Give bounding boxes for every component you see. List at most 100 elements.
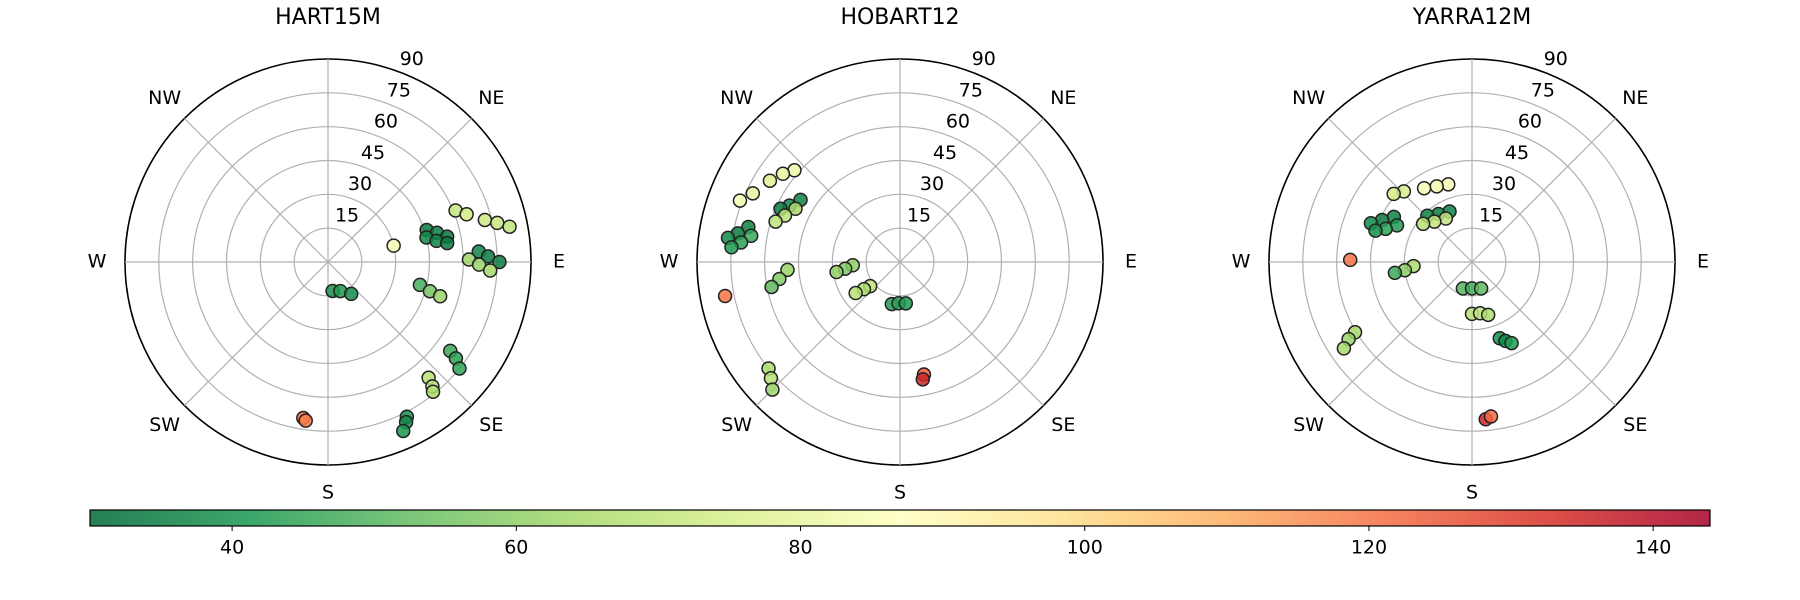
r-tick-label: 30 bbox=[920, 173, 944, 195]
colorbar-tick-label: 80 bbox=[788, 537, 812, 559]
r-tick-label: 60 bbox=[1518, 111, 1542, 133]
subplot-title: HOBART12 bbox=[840, 5, 959, 30]
theta-tick-label: SW bbox=[721, 414, 752, 436]
r-tick-label: 60 bbox=[946, 111, 970, 133]
point bbox=[1386, 186, 1401, 202]
point bbox=[788, 201, 803, 217]
theta-tick-label: E bbox=[1125, 251, 1137, 273]
theta-tick-label: E bbox=[1697, 251, 1709, 273]
theta-tick-label: SE bbox=[479, 414, 503, 436]
r-tick-label: 45 bbox=[933, 142, 957, 164]
theta-tick-label: E bbox=[553, 251, 565, 273]
theta-tick-label: W bbox=[88, 251, 107, 273]
angular-grid bbox=[184, 261, 329, 406]
theta-tick-label: NW bbox=[1292, 87, 1325, 109]
colorbar-tick-label: 120 bbox=[1351, 537, 1387, 559]
angular-grid bbox=[756, 118, 901, 263]
point bbox=[482, 263, 498, 278]
subplot-title: YARRA12M bbox=[1412, 5, 1532, 30]
point bbox=[1387, 265, 1403, 281]
theta-tick-label: S bbox=[322, 482, 334, 504]
theta-tick-label: NE bbox=[1622, 87, 1648, 109]
theta-tick-label: SE bbox=[1623, 414, 1647, 436]
point bbox=[452, 361, 467, 376]
point bbox=[898, 296, 914, 311]
point bbox=[492, 254, 507, 270]
point bbox=[764, 279, 779, 295]
angular-grid bbox=[327, 261, 472, 406]
point bbox=[432, 289, 448, 304]
point bbox=[1368, 223, 1383, 238]
point bbox=[829, 264, 844, 280]
point bbox=[775, 166, 791, 182]
r-tick-label: 75 bbox=[959, 79, 983, 101]
point bbox=[1336, 341, 1352, 356]
r-tick-label: 75 bbox=[1531, 79, 1555, 101]
point bbox=[502, 219, 517, 234]
r-tick-label: 45 bbox=[1505, 142, 1529, 164]
point bbox=[848, 285, 863, 301]
point bbox=[745, 186, 761, 201]
point bbox=[1415, 216, 1431, 232]
point bbox=[717, 288, 733, 304]
r-tick-label: 90 bbox=[400, 48, 424, 70]
r-tick-label: 60 bbox=[374, 111, 398, 133]
point bbox=[459, 207, 474, 222]
colorbar-tick-label: 140 bbox=[1635, 537, 1671, 559]
theta-tick-label: NW bbox=[148, 87, 181, 109]
point bbox=[768, 214, 783, 229]
point bbox=[477, 212, 493, 228]
angular-grid bbox=[899, 261, 1044, 406]
theta-tick-label: SE bbox=[1051, 414, 1075, 436]
r-tick-label: 15 bbox=[1479, 204, 1503, 226]
r-tick-label: 30 bbox=[348, 173, 372, 195]
angular-grid bbox=[1328, 261, 1473, 406]
colorbar-tick-label: 60 bbox=[504, 537, 528, 559]
angular-grid bbox=[899, 118, 1044, 263]
theta-tick-label: SW bbox=[149, 414, 180, 436]
point bbox=[471, 257, 487, 272]
point bbox=[1473, 281, 1489, 296]
point bbox=[1504, 335, 1519, 351]
theta-tick-label: SW bbox=[1293, 414, 1324, 436]
theta-tick-label: NE bbox=[1050, 87, 1076, 109]
r-tick-label: 15 bbox=[907, 204, 931, 226]
theta-tick-label: NE bbox=[478, 87, 504, 109]
point bbox=[1429, 179, 1444, 194]
point bbox=[425, 384, 441, 399]
r-tick-label: 45 bbox=[361, 142, 385, 164]
angular-grid bbox=[184, 118, 329, 263]
theta-tick-label: S bbox=[1466, 482, 1478, 504]
r-tick-label: 30 bbox=[1492, 173, 1516, 195]
point bbox=[1480, 307, 1496, 323]
angular-grid bbox=[1471, 118, 1616, 263]
point bbox=[439, 235, 455, 251]
subplot-title: HART15M bbox=[275, 5, 381, 30]
angular-grid bbox=[1471, 261, 1616, 406]
point bbox=[743, 228, 759, 244]
point bbox=[1342, 252, 1358, 268]
r-tick-label: 90 bbox=[1544, 48, 1568, 70]
point bbox=[732, 193, 748, 208]
point bbox=[915, 372, 931, 387]
point bbox=[1483, 409, 1499, 424]
r-tick-label: 75 bbox=[387, 79, 411, 101]
theta-tick-label: W bbox=[1232, 251, 1251, 273]
theta-tick-label: W bbox=[660, 251, 679, 273]
point bbox=[1441, 177, 1456, 192]
point bbox=[489, 215, 505, 231]
point bbox=[724, 240, 739, 255]
point bbox=[395, 423, 411, 439]
point bbox=[343, 286, 359, 302]
colorbar bbox=[89, 509, 1711, 527]
r-tick-label: 90 bbox=[972, 48, 996, 70]
colorbar-tick-label: 100 bbox=[1067, 537, 1103, 559]
point bbox=[1416, 180, 1432, 196]
point bbox=[386, 238, 401, 253]
theta-tick-label: S bbox=[894, 482, 906, 504]
point bbox=[762, 173, 778, 188]
point bbox=[765, 382, 780, 397]
point bbox=[780, 262, 795, 278]
